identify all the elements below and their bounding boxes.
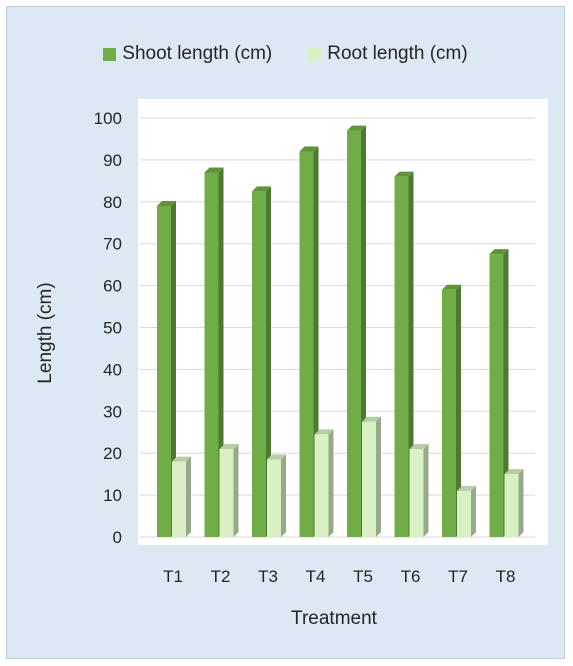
y-tick-label: 100 bbox=[94, 109, 122, 128]
bar-shoot-t6 bbox=[394, 176, 409, 537]
bar-top bbox=[457, 485, 476, 491]
bar-shoot-t1 bbox=[157, 205, 171, 538]
bar-top bbox=[347, 125, 366, 131]
bar-root-t2 bbox=[219, 449, 234, 537]
legend-item-root: Root length (cm) bbox=[308, 43, 468, 65]
bar-side bbox=[423, 444, 429, 537]
bar-root-t3 bbox=[267, 459, 281, 537]
y-tick-label: 0 bbox=[113, 528, 122, 547]
bar-side bbox=[233, 444, 239, 537]
legend: Shoot length (cm) Root length (cm) bbox=[7, 43, 564, 65]
x-tick-label: T4 bbox=[306, 567, 326, 586]
bar-top bbox=[299, 146, 319, 152]
bar-top bbox=[504, 469, 524, 475]
bar-side bbox=[218, 167, 224, 537]
bar-side bbox=[471, 485, 476, 537]
legend-label-root: Root length (cm) bbox=[327, 43, 468, 64]
y-tick-label: 30 bbox=[103, 402, 122, 421]
bar-top bbox=[204, 167, 224, 173]
bar-side bbox=[186, 456, 191, 537]
y-tick-label: 10 bbox=[103, 486, 122, 505]
x-tick-label: T5 bbox=[353, 567, 373, 586]
legend-swatch-shoot bbox=[103, 47, 117, 61]
bar-top bbox=[157, 200, 176, 206]
x-axis-title: Treatment bbox=[291, 608, 377, 629]
y-tick-label: 70 bbox=[103, 235, 122, 254]
x-tick-label: T8 bbox=[496, 567, 516, 586]
bar-side bbox=[281, 454, 286, 537]
bar-side bbox=[266, 186, 271, 537]
y-tick-label: 40 bbox=[103, 360, 122, 379]
bar-top bbox=[219, 444, 239, 450]
x-tick-label: T6 bbox=[401, 567, 421, 586]
legend-label-shoot: Shoot length (cm) bbox=[122, 43, 273, 64]
bar-shoot-t7 bbox=[442, 289, 456, 537]
bar-top bbox=[172, 456, 191, 462]
x-tick-label: T2 bbox=[211, 567, 231, 586]
bar-root-t5 bbox=[362, 421, 376, 537]
bar-side bbox=[518, 469, 524, 537]
bar-side bbox=[376, 416, 381, 537]
bar-root-t4 bbox=[314, 434, 329, 537]
bar-shoot-t4 bbox=[299, 151, 314, 537]
x-tick-label: T7 bbox=[448, 567, 468, 586]
bar-top bbox=[362, 416, 381, 422]
bar-top bbox=[252, 186, 271, 192]
y-tick-label: 80 bbox=[103, 193, 122, 212]
bar-side bbox=[328, 429, 334, 537]
bar-shoot-t2 bbox=[204, 172, 219, 537]
y-axis-title: Length (cm) bbox=[35, 282, 56, 384]
y-tick-label: 50 bbox=[103, 319, 122, 338]
bar-shoot-t8 bbox=[489, 254, 504, 538]
bar-root-t8 bbox=[504, 474, 519, 537]
bar-top bbox=[489, 249, 509, 255]
y-tick-label: 20 bbox=[103, 444, 122, 463]
bar-top bbox=[394, 171, 414, 177]
bar-root-t1 bbox=[172, 461, 186, 537]
bar-shoot-t3 bbox=[252, 191, 266, 537]
bar-side bbox=[456, 284, 461, 537]
bar-root-t6 bbox=[409, 449, 424, 537]
bar-side bbox=[408, 171, 414, 537]
x-tick-label: T3 bbox=[258, 567, 278, 586]
legend-swatch-root bbox=[308, 47, 322, 61]
bar-root-t7 bbox=[457, 490, 471, 537]
y-tick-label: 90 bbox=[103, 151, 122, 170]
bar-top bbox=[314, 429, 334, 435]
bar-side bbox=[503, 249, 509, 538]
legend-item-shoot: Shoot length (cm) bbox=[103, 43, 272, 65]
bar-top bbox=[442, 284, 461, 290]
bar-shoot-t5 bbox=[347, 130, 361, 537]
bar-top bbox=[267, 454, 286, 460]
x-tick-label: T1 bbox=[163, 567, 183, 586]
y-tick-label: 60 bbox=[103, 277, 122, 296]
bar-top bbox=[409, 444, 429, 450]
bar-side bbox=[171, 200, 176, 538]
